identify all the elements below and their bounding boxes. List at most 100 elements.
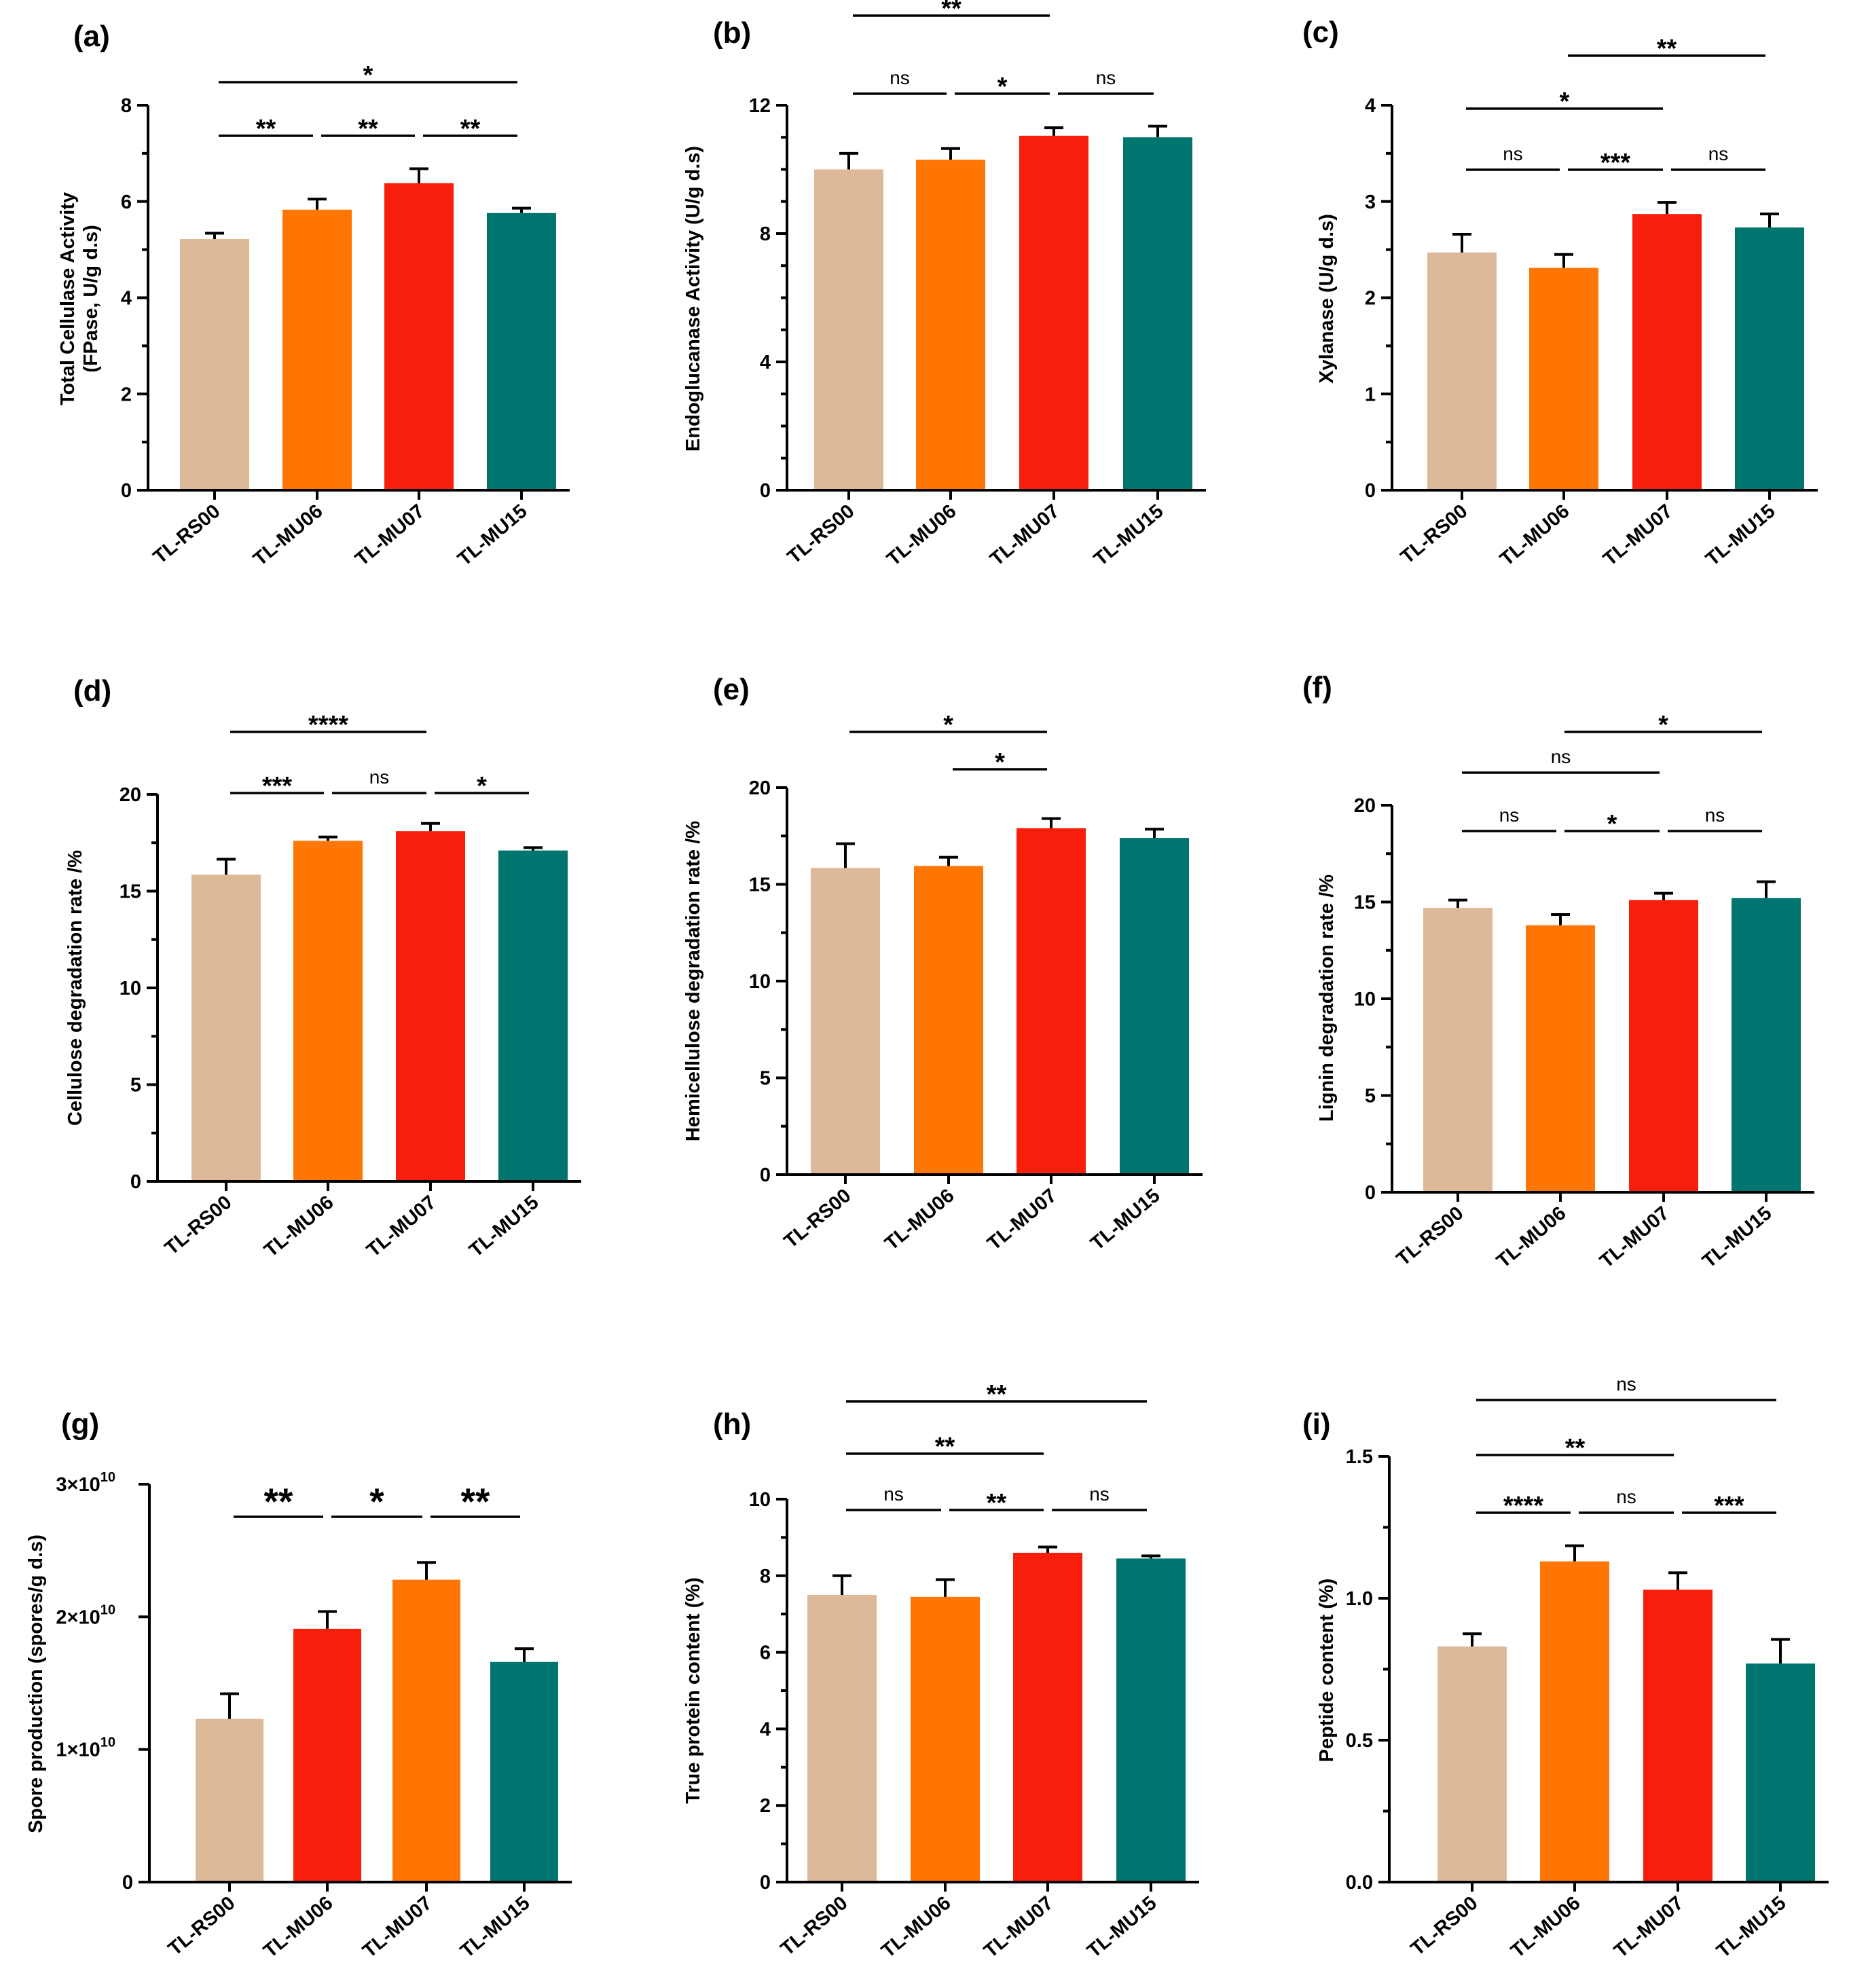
x-tick-label: TL-MU06 [877, 1892, 955, 1962]
panel-label: (i) [1302, 1407, 1331, 1441]
bar [1629, 900, 1698, 1192]
bar [293, 1628, 361, 1882]
error-bar [318, 1610, 337, 1629]
significance-label: * [1607, 810, 1617, 839]
error-bar [1038, 1545, 1057, 1553]
x-tick-label: TL-RS00 [1393, 1202, 1468, 1270]
significance-label: *** [1714, 1492, 1744, 1520]
y-tick-label: 4 [1365, 95, 1376, 117]
x-tick-label: TL-MU06 [881, 1185, 958, 1255]
significance-label: ns [890, 67, 910, 88]
x-tick-label: TL-MU06 [1492, 1202, 1570, 1272]
x-tick-label: TL-MU15 [454, 500, 531, 570]
y-tick-label: 0 [130, 1171, 141, 1193]
y-axis-label: Peptide content (%) [1316, 1579, 1338, 1763]
significance-label: ** [941, 0, 962, 23]
y-tick-label: 8 [760, 223, 771, 245]
error-bar [832, 1574, 851, 1595]
panel-label: (h) [713, 1407, 751, 1441]
y-tick-label: 0 [121, 480, 132, 502]
error-bar [1448, 898, 1467, 908]
panel-f: (f) 0 5 10 15 20 TL-RS00 TL-MU06 TL-MU07 TL-MU15 L… [1302, 671, 1814, 1272]
error-bar [1452, 232, 1471, 253]
y-tick-label: 1 [1365, 384, 1376, 405]
error-bar [1658, 201, 1677, 215]
y-tick-label: 5 [1365, 1086, 1376, 1107]
significance-label: * [363, 61, 373, 90]
y-axis-label: (FPase, U/g d.s) [80, 225, 102, 373]
significance-label: *** [262, 772, 293, 800]
bar [1746, 1663, 1815, 1882]
y-tick-label: 0 [760, 480, 771, 502]
x-tick-label: TL-RS00 [784, 500, 859, 568]
significance-label: * [943, 711, 953, 739]
bar [916, 160, 985, 490]
y-tick-label: 4 [121, 288, 132, 310]
significance-label: ns [1089, 1484, 1110, 1505]
x-tick-label: TL-MU06 [883, 500, 960, 570]
y-axis-label: Endoglucanase Activity (U/g d.s) [682, 146, 704, 452]
y-tick-label: 15 [120, 881, 141, 903]
error-bar [318, 835, 337, 841]
x-tick-label: TL-MU06 [1496, 500, 1573, 570]
x-tick-label: TL-MU07 [1599, 500, 1677, 570]
significance-label: ** [358, 115, 378, 143]
bar [1529, 268, 1598, 490]
y-tick-exponent: 10 [100, 1735, 115, 1750]
bar [911, 1596, 980, 1882]
significance-label: * [997, 73, 1008, 101]
y-tick-label: 8 [760, 1566, 771, 1587]
bar [282, 209, 352, 490]
x-tick-label: TL-RS00 [1397, 500, 1472, 568]
panel-c: (c) 0 1 2 3 4 TL-RS00 TL-MU06 TL-MU07 TL-MU15 Xyla… [1302, 16, 1818, 570]
error-bar [308, 198, 327, 210]
significance-label: ns [1499, 805, 1520, 826]
y-tick-label: 10 [120, 978, 141, 999]
panel-label: (d) [73, 674, 111, 707]
error-bar [1771, 1638, 1790, 1664]
error-bar [512, 206, 531, 213]
significance-label: ** [935, 1433, 955, 1461]
error-bar [1668, 1571, 1687, 1590]
bar [487, 213, 556, 490]
x-tick-label: TL-MU07 [1610, 1892, 1687, 1962]
significance-label: ** [1565, 1434, 1586, 1462]
bar [1732, 898, 1801, 1192]
significance-label: ns [1551, 746, 1571, 767]
y-tick-label: 0 [760, 1164, 771, 1186]
y-tick-label: 5 [760, 1068, 771, 1090]
panel-g: (g) 0 1×1010 2×1010 3×1010 TL-RS00 TL-MU06 TL-M… [25, 1407, 572, 1962]
y-tick-label: 10 [1354, 989, 1376, 1010]
y-tick-label: 1.5 [1346, 1446, 1373, 1468]
x-tick-label: TL-RS00 [161, 1192, 236, 1259]
bar [1643, 1589, 1713, 1882]
y-axis-label: Lignin degradation rate /% [1316, 875, 1338, 1122]
x-tick-label: TL-RS00 [149, 500, 225, 568]
panel-label: (c) [1302, 16, 1339, 49]
significance-label: **** [308, 711, 348, 739]
y-tick-label: 2 [121, 384, 132, 405]
error-bar [1565, 1544, 1584, 1562]
y-tick-label: 10 [749, 971, 771, 993]
y-tick-label: 20 [1354, 795, 1376, 817]
error-bar [417, 1561, 436, 1580]
bar [1526, 925, 1595, 1192]
x-tick-label: TL-MU15 [1090, 500, 1167, 570]
y-tick-label: 1.0 [1346, 1588, 1373, 1610]
x-tick-label: TL-MU06 [259, 1892, 337, 1962]
error-bar [220, 1692, 239, 1719]
bar [1423, 908, 1492, 1192]
bar [1120, 838, 1189, 1175]
bar [914, 866, 983, 1175]
y-tick-label: 5 [130, 1075, 141, 1097]
panel-label: (g) [61, 1407, 99, 1441]
panel-label: (f) [1302, 671, 1332, 704]
bar [293, 841, 363, 1181]
significance-label: * [1658, 711, 1668, 739]
significance-label: ns [1616, 1486, 1636, 1507]
significance-label: ** [987, 1380, 1007, 1409]
y-tick-exponent: 10 [100, 1470, 115, 1485]
bar [1116, 1558, 1186, 1882]
y-tick-label: 0 [1365, 1182, 1376, 1204]
